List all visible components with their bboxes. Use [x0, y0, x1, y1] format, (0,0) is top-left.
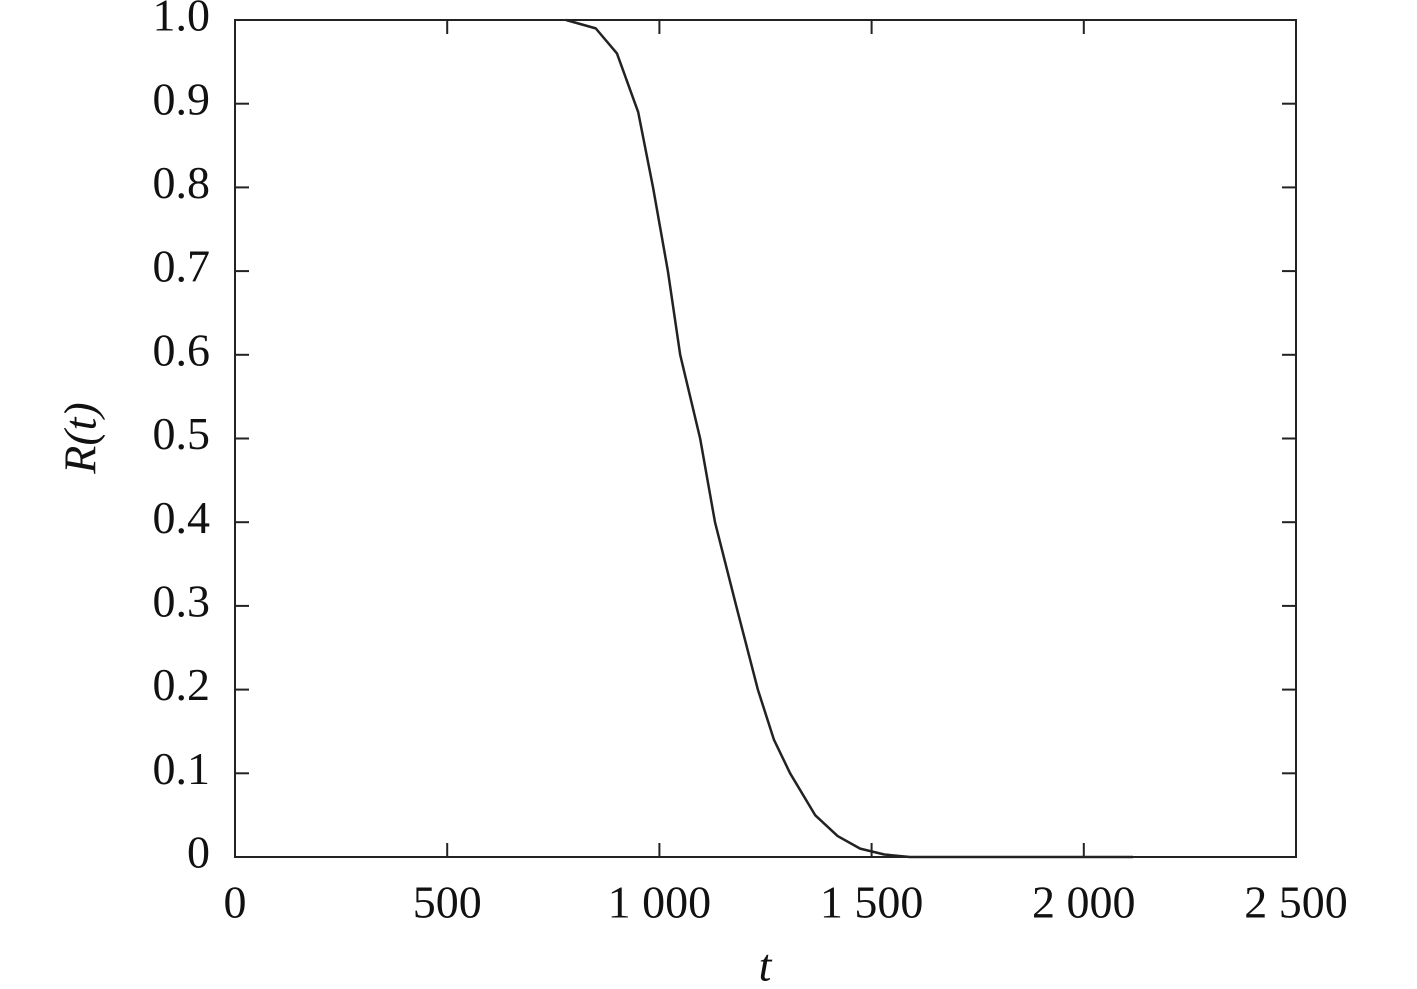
y-tick-label: 0.2: [153, 659, 211, 710]
y-tick-label: 0.1: [153, 743, 211, 794]
plot-frame: [234, 19, 1297, 858]
x-tick-label: 1 000: [608, 877, 712, 928]
data-line: [565, 18, 1134, 859]
x-tick-label: 0: [224, 877, 247, 928]
y-tick-label: 1.0: [153, 0, 211, 41]
y-axis-label: R(t): [55, 402, 106, 475]
y-tick-label: 0.4: [153, 492, 211, 543]
x-tick-label: 2 000: [1032, 877, 1136, 928]
y-tick-label: 0.6: [153, 324, 211, 375]
y-tick-label: 0.9: [153, 73, 211, 124]
y-tick-label: 0.5: [153, 408, 211, 459]
x-tick-label: 500: [413, 877, 482, 928]
x-tick-label: 1 500: [820, 877, 924, 928]
y-tick-label: 0.3: [153, 575, 211, 626]
x-axis-label: t: [759, 940, 773, 989]
x-tick-label: 2 500: [1244, 877, 1348, 928]
y-tick-label: 0.7: [153, 241, 211, 292]
y-tick-label: 0.8: [153, 157, 211, 208]
y-tick-label: 0: [187, 827, 210, 878]
